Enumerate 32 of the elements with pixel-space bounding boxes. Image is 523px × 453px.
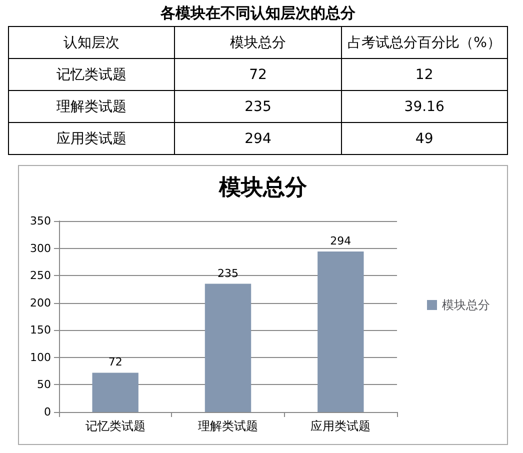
x-tick-label: 理解类试题	[198, 419, 258, 433]
category-label: 模块总分	[174, 26, 342, 58]
text: 12	[341, 58, 508, 90]
category-label: 占考试总分百分比（%）	[341, 26, 508, 58]
y-tick-label: 250	[30, 269, 51, 282]
text: 各模块在不同认知层次的总分	[160, 3, 356, 24]
y-tick-label: 350	[30, 214, 51, 228]
text: 应用类试题	[8, 122, 175, 154]
text: 39.16	[341, 90, 508, 122]
bar	[92, 372, 138, 412]
y-tick-label: 100	[30, 350, 51, 364]
chart-title: 模块总分	[218, 176, 308, 200]
legend-label: 模块总分	[442, 298, 490, 312]
text: 49	[341, 122, 508, 154]
y-tick-label: 150	[30, 324, 51, 337]
x-tick-label: 应用类试题	[310, 419, 371, 433]
y-tick-label: 0	[44, 406, 51, 418]
y-tick-label: 50	[37, 378, 51, 392]
text: 记忆类试题	[8, 58, 175, 90]
y-tick-label: 200	[30, 296, 51, 310]
x-tick-label: 记忆类试题	[85, 419, 146, 433]
text: 72	[174, 58, 342, 90]
category-label: 认知层次	[8, 26, 175, 58]
bar	[204, 284, 252, 412]
text: 294	[174, 122, 342, 154]
text: 235	[174, 90, 342, 122]
data-label: 294	[330, 234, 352, 248]
data-label: 72	[108, 356, 122, 369]
bar	[318, 252, 364, 412]
y-tick-label: 300	[30, 242, 51, 255]
text: 理解类试题	[8, 90, 175, 122]
data-label: 235	[218, 266, 238, 280]
